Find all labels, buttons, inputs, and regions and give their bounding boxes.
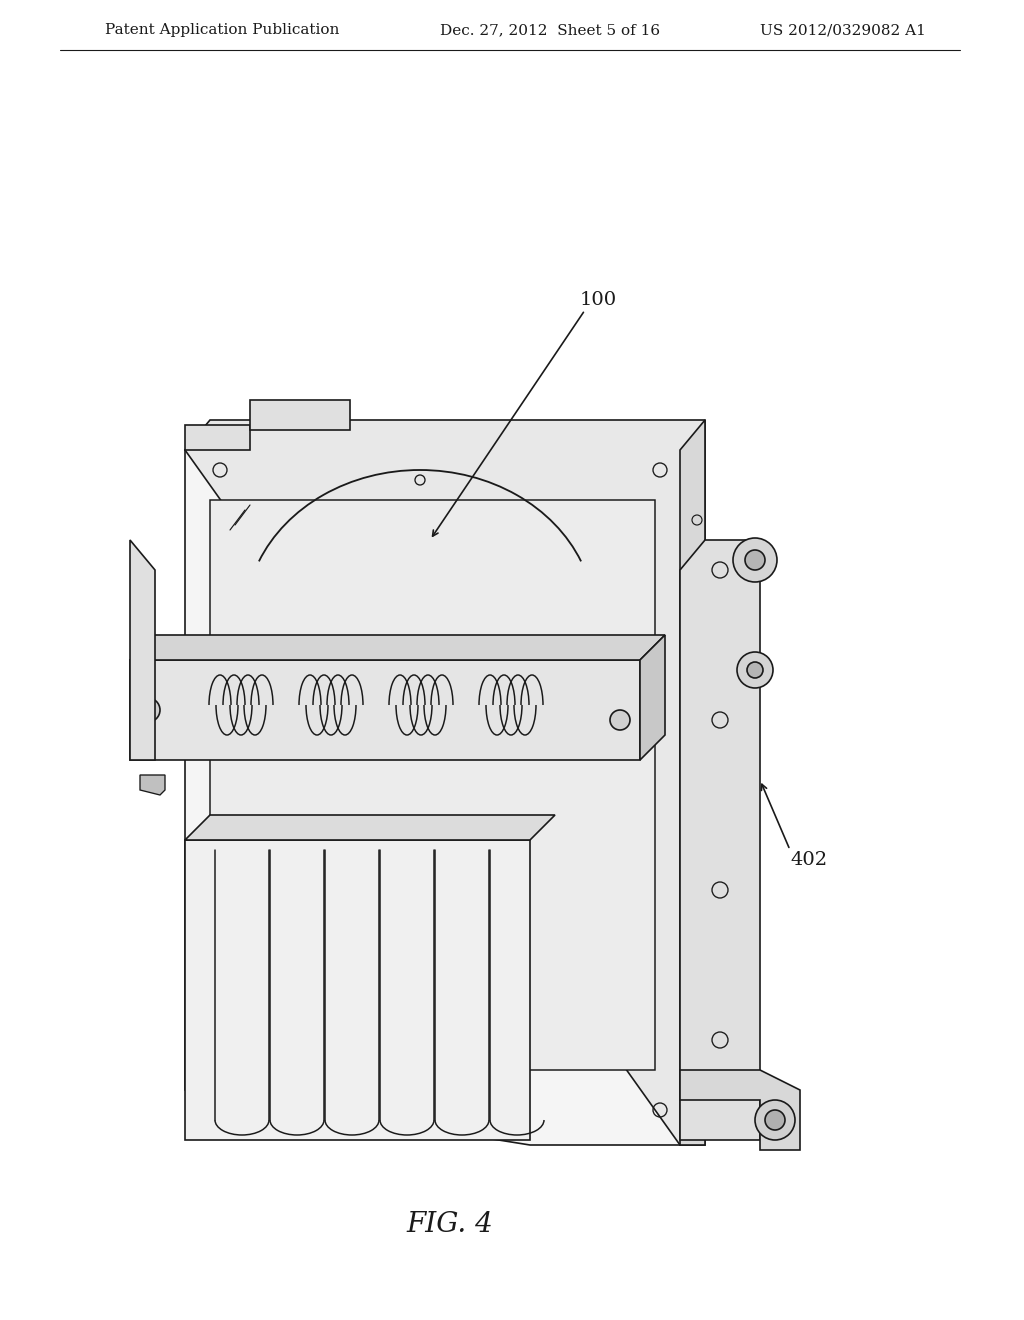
Polygon shape (185, 814, 555, 840)
Circle shape (143, 705, 153, 715)
Polygon shape (300, 700, 339, 719)
Polygon shape (290, 702, 300, 718)
Circle shape (755, 1100, 795, 1140)
Polygon shape (185, 425, 250, 450)
Circle shape (339, 694, 371, 726)
Text: 100: 100 (580, 290, 617, 309)
Polygon shape (185, 420, 705, 1144)
Polygon shape (210, 500, 655, 1071)
Polygon shape (185, 840, 530, 1140)
Polygon shape (140, 775, 165, 795)
Circle shape (610, 710, 630, 730)
Circle shape (327, 682, 383, 738)
Polygon shape (640, 635, 665, 760)
Text: 402: 402 (790, 851, 827, 869)
Circle shape (136, 698, 160, 722)
Text: Patent Application Publication: Patent Application Publication (105, 22, 339, 37)
Polygon shape (185, 450, 680, 1144)
Polygon shape (680, 540, 760, 1140)
Polygon shape (130, 660, 640, 760)
Circle shape (737, 652, 773, 688)
Polygon shape (680, 1071, 800, 1150)
Circle shape (746, 663, 763, 678)
Text: US 2012/0329082 A1: US 2012/0329082 A1 (760, 22, 926, 37)
Text: Dec. 27, 2012  Sheet 5 of 16: Dec. 27, 2012 Sheet 5 of 16 (440, 22, 660, 37)
Circle shape (745, 550, 765, 570)
Text: FIG. 4: FIG. 4 (407, 1212, 494, 1238)
Circle shape (733, 539, 777, 582)
Polygon shape (680, 420, 705, 1144)
Polygon shape (130, 635, 665, 660)
Circle shape (765, 1110, 785, 1130)
Polygon shape (250, 400, 350, 430)
Polygon shape (130, 540, 155, 760)
